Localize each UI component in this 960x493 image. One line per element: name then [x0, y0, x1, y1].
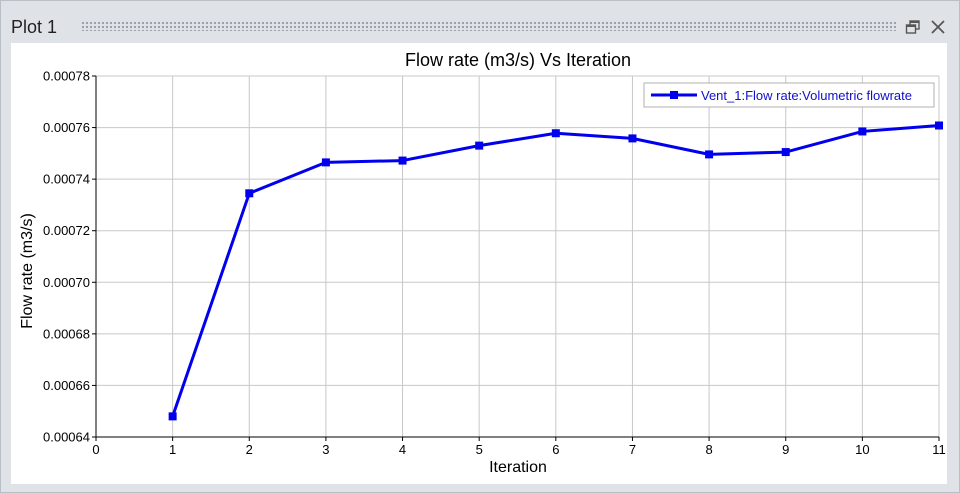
- y-tick-label: 0.00066: [43, 378, 90, 393]
- grid-lines: [95, 75, 940, 438]
- x-tick-label: 9: [782, 442, 789, 457]
- x-tick-label: 1: [169, 442, 176, 457]
- x-tick-label: 8: [705, 442, 712, 457]
- y-tick-label: 0.00072: [43, 223, 90, 238]
- x-tick-label: 6: [552, 442, 559, 457]
- data-point: [935, 121, 943, 130]
- x-tick-label: 7: [629, 442, 636, 457]
- y-tick-label: 0.00074: [43, 172, 90, 187]
- legend-label: Vent_1:Flow rate:Volumetric flowrate: [701, 88, 912, 103]
- data-point: [628, 134, 637, 143]
- close-icon[interactable]: [929, 18, 947, 36]
- series-layer: [168, 121, 943, 421]
- y-tick-label: 0.00076: [43, 120, 90, 135]
- x-axis-label: Iteration: [489, 459, 547, 476]
- data-point: [168, 412, 177, 421]
- x-tick-label: 10: [855, 442, 869, 457]
- chart-title: Flow rate (m3/s) Vs Iteration: [405, 50, 631, 70]
- data-point: [398, 156, 407, 165]
- data-point: [245, 189, 254, 198]
- window-titlebar[interactable]: Plot 1: [1, 1, 959, 41]
- data-point: [705, 150, 714, 159]
- y-tick-label: 0.00070: [43, 275, 90, 290]
- legend: Vent_1:Flow rate:Volumetric flowrate: [643, 82, 935, 108]
- y-tick-label: 0.00068: [43, 326, 90, 341]
- legend-marker: [670, 91, 678, 99]
- data-point: [551, 129, 560, 138]
- x-tick-label: 5: [476, 442, 483, 457]
- data-point: [858, 127, 867, 136]
- axes: [92, 75, 940, 441]
- plot-area: Flow rate (m3/s) Vs Iteration 0 1 2 3 4 5 6 7 8 9…: [11, 43, 947, 484]
- drag-handle[interactable]: [81, 21, 897, 31]
- x-tick-label: 4: [399, 442, 406, 457]
- restore-icon[interactable]: [904, 18, 922, 36]
- y-tick-label: 0.00064: [43, 430, 90, 445]
- data-point: [781, 148, 790, 157]
- line-chart: Flow rate (m3/s) Vs Iteration 0 1 2 3 4 5 6 7 8 9…: [19, 50, 946, 476]
- x-tick-label: 2: [246, 442, 253, 457]
- x-tick-label: 0: [92, 442, 99, 457]
- data-point: [475, 141, 484, 150]
- y-tick-label: 0.00078: [43, 69, 90, 84]
- data-point: [321, 158, 330, 167]
- window-title: Plot 1: [11, 17, 58, 37]
- x-tick-label: 11: [932, 442, 946, 457]
- tick-labels: 0 1 2 3 4 5 6 7 8 9 10 11 0.00064 0.00066 0.00068 0.000…: [43, 69, 946, 458]
- y-axis-label: Flow rate (m3/s): [19, 213, 36, 329]
- x-tick-label: 3: [322, 442, 329, 457]
